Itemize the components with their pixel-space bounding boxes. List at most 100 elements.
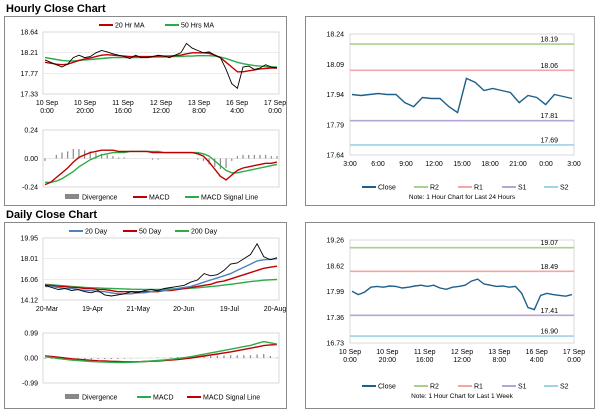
daily-ma-chart: 19.95 18.01 16.06 14.12 20 Day 50 Day 200 Day 2… <box>20 229 286 402</box>
price-xtick-date: 10 Sep <box>74 100 96 107</box>
pivot-xtick-time: 8:00 <box>493 357 507 364</box>
macd-legend-divergence-swatch <box>65 394 79 399</box>
price-xtick-date: 10 Sep <box>36 100 58 107</box>
pivot-ytick: 17.36 <box>326 315 344 322</box>
pivot-xtick: 0:00 <box>539 161 553 168</box>
price-xtick-date: 13 Sep <box>188 100 210 107</box>
pivot-xtick: 3:00 <box>343 161 357 168</box>
macd-legend-divergence-swatch <box>65 194 79 199</box>
pivot-xtick: 12:00 <box>425 161 443 168</box>
macd-ytick: -0.24 <box>22 185 38 192</box>
pivot-legend-r1-text: R1 <box>474 384 483 391</box>
macd-legend-macd-text: MACD <box>153 395 174 402</box>
pivot-xtick-date: 12 Sep <box>451 349 473 356</box>
pivot-note: Note: 1 Hour Chart for Last 24 Hours <box>409 194 516 201</box>
pivot-xtick-date: 17 Sep <box>563 349 585 356</box>
price-xtick-date: 16 Sep <box>226 100 248 107</box>
hourly-section-title: Hourly Close Chart <box>6 3 106 15</box>
level-s1-label: 17.81 <box>540 113 558 120</box>
pivot-legend-close-text: Close <box>378 384 396 391</box>
macd-signal-line <box>45 150 278 184</box>
hourly-pivot-panel: 18.24 18.09 17.94 17.79 17.64 18.19 18.06 17.81… <box>305 16 595 206</box>
daily-ma-panel: 19.95 18.01 16.06 14.12 20 Day 50 Day 200 Day 2… <box>4 222 287 409</box>
hourly-pivot-chart: 18.24 18.09 17.94 17.79 17.64 18.19 18.06 17.81… <box>326 32 581 202</box>
pivot-xtick: 21:00 <box>509 161 527 168</box>
pivot-xtick-time: 12:00 <box>453 357 471 364</box>
price-xtick-time: 16:00 <box>114 108 132 115</box>
price-line <box>44 242 278 297</box>
pivot-ytick: 16.73 <box>326 341 344 348</box>
pivot-xtick-date: 10 Sep <box>376 349 398 356</box>
pivot-legend-r2-text: R2 <box>430 185 439 192</box>
level-r1-label: 18.06 <box>540 63 558 70</box>
price-ytick: 18.01 <box>20 256 38 263</box>
level-s2-label: 17.69 <box>540 137 558 144</box>
close-line <box>351 77 573 114</box>
daily-pivot-panel: 19.26 18.62 17.99 17.36 16.73 19.07 18.49 17.41… <box>305 222 595 409</box>
price-legend-ma50-text: 50 Hrs MA <box>181 23 214 30</box>
pivot-legend-s1-text: S1 <box>518 384 527 391</box>
pivot-legend-r1-text: R1 <box>474 185 483 192</box>
macd-ytick: 0.24 <box>24 128 38 135</box>
pivot-ytick: 18.09 <box>326 62 344 69</box>
macd-legend-divergence-text: Divergence <box>82 395 118 402</box>
hourly-ma-panel: 18.64 18.21 17.77 17.33 20 Hr MA 50 Hrs MA 10 … <box>4 16 287 206</box>
pivot-xtick: 18:00 <box>481 161 499 168</box>
pivot-legend-r2-text: R2 <box>430 384 439 391</box>
macd-ytick: 0.00 <box>24 356 38 363</box>
price-xtick-time: 8:00 <box>192 108 206 115</box>
pivot-ytick: 17.99 <box>326 289 344 296</box>
price-legend-ma20-text: 20 Hr MA <box>115 23 145 30</box>
price-legend-ma50-text: 50 Day <box>139 229 162 236</box>
price-xtick-date: 12 Sep <box>150 100 172 107</box>
pivot-plot-frame <box>349 33 575 156</box>
price-xtick-date: 11 Sep <box>112 100 134 107</box>
macd-ytick: 0.00 <box>24 156 38 163</box>
pivot-ytick: 17.64 <box>326 153 344 160</box>
ma50-line <box>45 265 278 293</box>
pivot-xtick-time: 4:00 <box>530 357 544 364</box>
pivot-legend-s2-text: S2 <box>560 384 569 391</box>
level-r1-label: 18.49 <box>540 264 558 271</box>
macd-ytick: -0.99 <box>22 381 38 388</box>
price-xtick-time: 12:00 <box>152 108 170 115</box>
price-legend-ma200-text: 200 Day <box>191 229 218 236</box>
price-ytick: 17.33 <box>20 92 38 99</box>
price-xtick: 20-Aug <box>264 306 286 313</box>
pivot-ytick: 18.62 <box>326 263 344 270</box>
pivot-ytick: 17.94 <box>326 92 344 99</box>
price-legend-ma20-text: 20 Day <box>85 229 108 236</box>
pivot-plot-frame <box>349 239 575 344</box>
pivot-legend-s1-text: S1 <box>518 185 527 192</box>
price-ytick: 18.21 <box>20 50 38 57</box>
pivot-legend-close-text: Close <box>378 185 396 192</box>
close-line <box>351 278 573 311</box>
price-ytick: 18.64 <box>20 30 38 37</box>
pivot-xtick: 3:00 <box>567 161 581 168</box>
price-plot-frame <box>42 237 280 301</box>
macd-legend-signal-text: MACD Signal Line <box>203 395 260 402</box>
price-ytick: 19.95 <box>20 236 38 243</box>
daily-pivot-chart: 19.26 18.62 17.99 17.36 16.73 19.07 18.49 17.41… <box>326 238 585 401</box>
hourly-ma-chart: 18.64 18.21 17.77 17.33 20 Hr MA 50 Hrs MA 10 … <box>20 23 286 202</box>
macd-line <box>44 149 278 186</box>
price-xtick: 21-May <box>127 306 151 313</box>
macd-legend-macd-text: MACD <box>149 195 170 202</box>
pivot-xtick-time: 16:00 <box>416 357 434 364</box>
price-plot-frame <box>42 31 280 95</box>
price-xtick-time: 0:00 <box>268 108 282 115</box>
macd-legend-divergence-text: Divergence <box>82 195 118 202</box>
level-s2-label: 16.90 <box>540 329 558 336</box>
pivot-xtick-time: 0:00 <box>343 357 357 364</box>
pivot-xtick-time: 20:00 <box>379 357 397 364</box>
price-xtick-time: 0:00 <box>40 108 54 115</box>
price-xtick-time: 20:00 <box>76 108 94 115</box>
price-xtick-time: 4:00 <box>230 108 244 115</box>
level-s1-label: 17.41 <box>540 308 558 315</box>
price-ytick: 16.06 <box>20 277 38 284</box>
ma20-line <box>45 258 278 295</box>
pivot-xtick: 6:00 <box>371 161 385 168</box>
pivot-xtick: 15:00 <box>453 161 471 168</box>
level-r2-label: 19.07 <box>540 240 558 247</box>
price-line <box>44 42 278 90</box>
